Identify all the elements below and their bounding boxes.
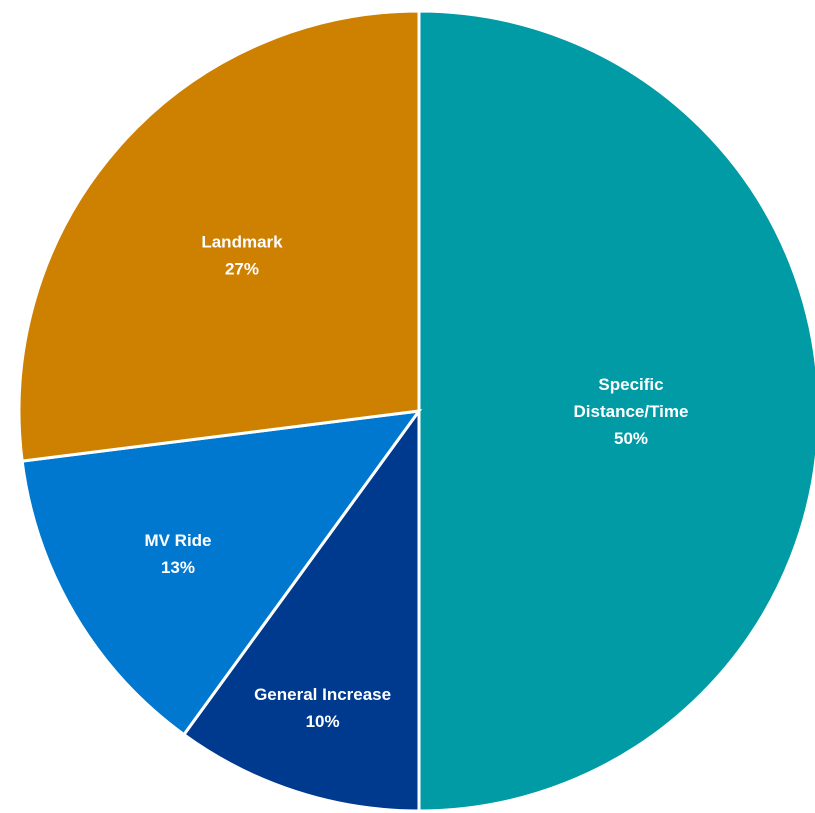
data-label-category: Distance/Time — [574, 402, 689, 421]
data-label-general-increase: General Increase 10% — [254, 685, 391, 731]
data-label-category: Specific — [598, 375, 663, 394]
data-label-percent: 13% — [161, 558, 195, 577]
labels-layer: Specific Distance/Time 50% General Increase… — [144, 232, 688, 731]
data-label-specific-distance-time: Specific Distance/Time 50% — [574, 375, 689, 448]
pie-slice-specific-distance-time — [417, 9, 815, 813]
data-label-percent: 27% — [225, 259, 259, 278]
pie-slice-mv-ride — [20, 409, 423, 737]
data-label-category: MV Ride — [144, 531, 211, 550]
data-label-category: Landmark — [201, 232, 283, 251]
data-label-category: General Increase — [254, 685, 391, 704]
pie-slice-landmark — [17, 9, 421, 463]
data-label-mv-ride: MV Ride 13% — [144, 531, 211, 577]
data-label-landmark: Landmark 27% — [201, 232, 283, 278]
slices-layer — [17, 9, 815, 813]
data-label-percent: 50% — [614, 429, 648, 448]
pie-slice-general-increase — [181, 406, 421, 813]
data-label-percent: 10% — [306, 712, 340, 731]
